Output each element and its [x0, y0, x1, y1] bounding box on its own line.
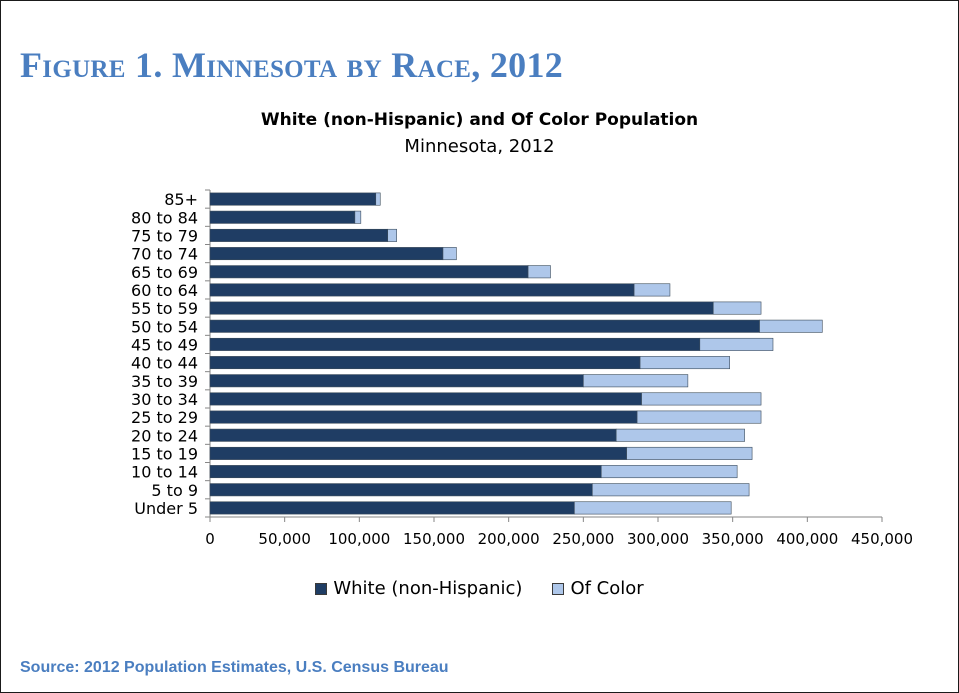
category-label: 70 to 74	[131, 245, 198, 264]
bar-of-color-segment	[583, 374, 689, 388]
source-note: Source: 2012 Population Estimates, U.S. …	[20, 659, 449, 676]
category-label: 60 to 64	[131, 281, 198, 300]
bar-white-segment	[209, 192, 377, 206]
bar-of-color-segment	[633, 283, 671, 297]
bar-white-segment	[209, 501, 575, 515]
category-label: 80 to 84	[131, 208, 198, 227]
category-label: 15 to 19	[131, 444, 198, 463]
bar-of-color-segment	[442, 247, 457, 261]
bar-of-color-segment	[600, 465, 738, 479]
legend-label-white: White (non-Hispanic)	[333, 578, 523, 599]
x-tick-label: 350,000	[702, 530, 764, 548]
x-tick-label: 450,000	[851, 530, 913, 548]
category-label: 40 to 44	[131, 354, 198, 373]
legend-label-of-color: Of Color	[570, 578, 644, 599]
legend-swatch-white	[315, 582, 328, 595]
bar-of-color-segment	[527, 265, 551, 279]
bar-of-color-segment	[574, 501, 732, 515]
bar-white-segment	[209, 465, 602, 479]
bar-white-segment	[209, 374, 584, 388]
category-label: 20 to 24	[131, 426, 198, 445]
category-label: 10 to 14	[131, 463, 198, 482]
bar-white-segment	[209, 410, 638, 424]
bar-of-color-segment	[387, 228, 397, 242]
bar-white-segment	[209, 319, 760, 333]
bar-of-color-segment	[591, 483, 750, 497]
x-tick-label: 150,000	[403, 530, 465, 548]
bar-white-segment	[209, 301, 714, 315]
figure-title: Figure 1. Minnesota by Race, 2012	[20, 45, 564, 85]
category-label: 35 to 39	[131, 372, 198, 391]
category-label: Under 5	[134, 499, 198, 518]
bar-of-color-segment	[615, 428, 745, 442]
legend-item-white: White (non-Hispanic)	[315, 578, 522, 599]
bar-of-color-segment	[759, 319, 823, 333]
legend-item-of-color: Of Color	[552, 578, 644, 599]
bar-of-color-segment	[354, 210, 362, 224]
chart-title: White (non-Hispanic) and Of Color Popula…	[260, 110, 699, 130]
bar-white-segment	[209, 428, 617, 442]
category-label: 75 to 79	[131, 226, 198, 245]
x-tick-label: 100,000	[328, 530, 390, 548]
x-tick-label: 300,000	[627, 530, 689, 548]
bar-white-segment	[209, 483, 593, 497]
category-label: 45 to 49	[131, 335, 198, 354]
bar-white-segment	[209, 210, 356, 224]
bar-white-segment	[209, 337, 701, 351]
category-label: 5 to 9	[151, 481, 198, 500]
bar-white-segment	[209, 283, 635, 297]
bar-white-segment	[209, 265, 529, 279]
category-label: 55 to 59	[131, 299, 198, 318]
bar-of-color-segment	[636, 410, 762, 424]
x-tick-label: 50,000	[258, 530, 311, 548]
bar-of-color-segment	[626, 446, 753, 460]
category-label: 50 to 54	[131, 317, 198, 336]
category-label: 85+	[164, 190, 198, 209]
category-label: 25 to 29	[131, 408, 198, 427]
bar-of-color-segment	[641, 392, 762, 406]
chart-subtitle: Minnesota, 2012	[404, 136, 555, 157]
bar-of-color-segment	[712, 301, 762, 315]
bar-white-segment	[209, 356, 641, 370]
bar-white-segment	[209, 392, 642, 406]
x-tick-label: 400,000	[776, 530, 838, 548]
x-tick-label: 0	[205, 530, 215, 548]
bar-of-color-segment	[639, 356, 730, 370]
bar-white-segment	[209, 446, 627, 460]
bar-of-color-segment	[699, 337, 774, 351]
bar-of-color-segment	[375, 192, 381, 206]
x-tick-label: 250,000	[552, 530, 614, 548]
bar-white-segment	[209, 247, 444, 261]
category-label: 30 to 34	[131, 390, 198, 409]
category-label: 65 to 69	[131, 263, 198, 282]
x-tick-label: 200,000	[478, 530, 540, 548]
chart-legend: White (non-Hispanic) Of Color	[0, 578, 959, 599]
legend-swatch-of-color	[552, 582, 565, 595]
bar-white-segment	[209, 228, 389, 242]
